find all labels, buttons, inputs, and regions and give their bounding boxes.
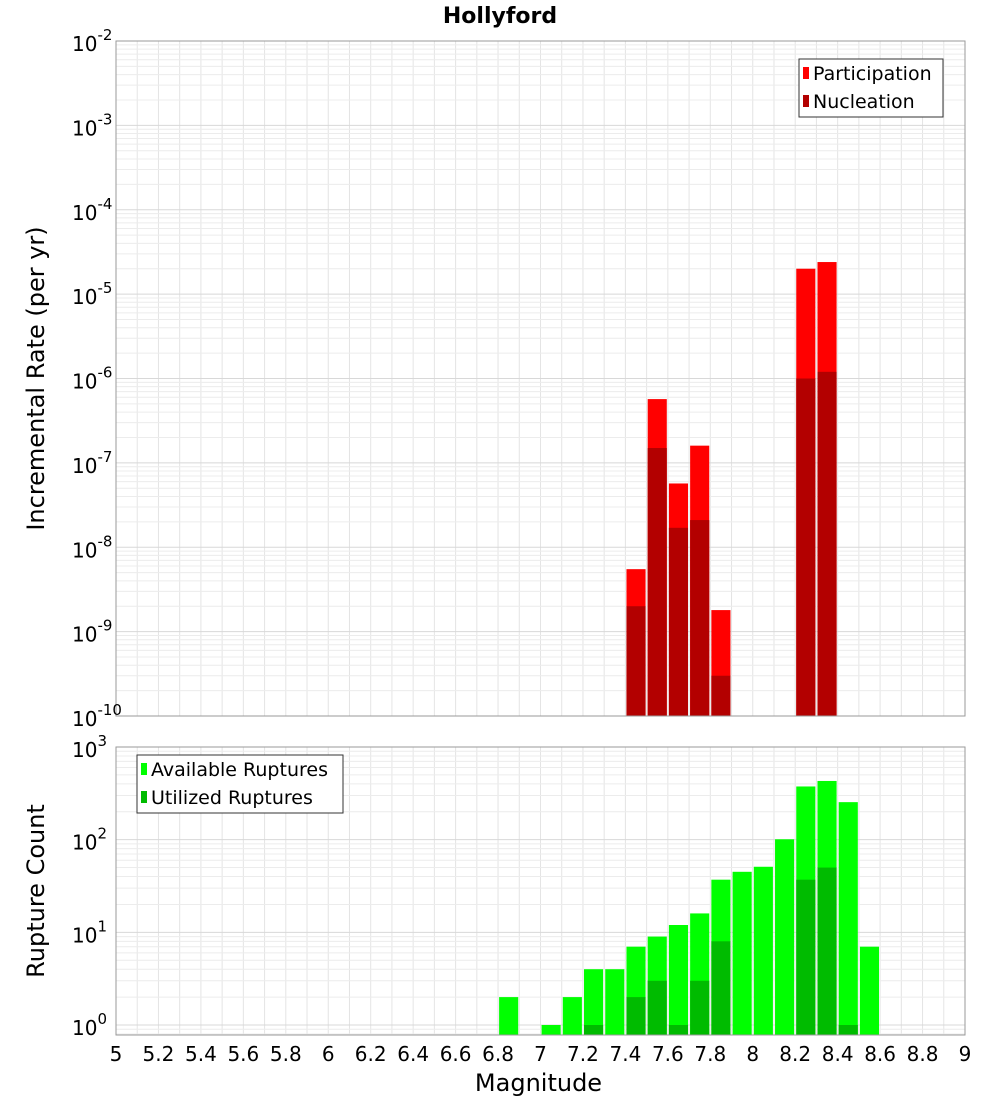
x-tick-label: 5.6	[227, 1042, 259, 1066]
bar	[838, 802, 858, 1035]
bar	[753, 866, 773, 1035]
x-tick-label: 5.8	[270, 1042, 302, 1066]
x-tick-label: 5.2	[143, 1042, 175, 1066]
bar	[668, 924, 689, 1035]
bar	[817, 867, 837, 1035]
legend-label: Available Ruptures	[151, 759, 328, 781]
legend: Available Ruptures Utilized Ruptures	[136, 754, 344, 814]
x-tick-label: 7.4	[609, 1042, 641, 1066]
y-tick-label: 10-3	[72, 110, 112, 140]
x-tick-label: 5.4	[185, 1042, 217, 1066]
plot-frame	[115, 40, 966, 717]
plot-frame	[115, 746, 966, 1036]
chart-panel-1: 10-10 10-9 10-8 10-7 10-6 10-5 10-4 10-3 10-2 Inc…	[22, 4, 966, 731]
x-tick-label: 5	[110, 1042, 123, 1066]
series-1	[499, 780, 880, 1035]
bar	[690, 980, 710, 1035]
bar	[605, 969, 625, 1035]
x-tick-label: 6	[322, 1042, 335, 1066]
bar	[584, 969, 604, 1035]
x-tick-label: 7	[534, 1042, 547, 1066]
x-tick-label: 7.8	[694, 1042, 726, 1066]
legend-swatch	[141, 791, 147, 803]
series-2	[626, 371, 837, 716]
series-2	[584, 867, 858, 1035]
bar	[796, 879, 816, 1035]
legend-box	[798, 58, 944, 118]
bar	[668, 1025, 689, 1035]
x-tick-label: 6.4	[397, 1042, 429, 1066]
bar	[732, 871, 752, 1035]
x-tick-label: 6.2	[355, 1042, 387, 1066]
y-tick-label: 10-7	[72, 448, 112, 478]
y-tick-label: 10-5	[72, 279, 112, 309]
x-tick-label: 8.2	[779, 1042, 811, 1066]
y-tick-label: 101	[72, 917, 107, 947]
bar	[626, 997, 646, 1035]
bar	[584, 1025, 604, 1035]
chart-title: Hollyford	[443, 4, 557, 29]
y-tick-label: 100	[72, 1010, 107, 1040]
legend-label: Nucleation	[813, 91, 915, 113]
legend-label: Participation	[813, 63, 932, 85]
x-tick-label: 7.6	[652, 1042, 684, 1066]
x-tick-label: 6.8	[482, 1042, 514, 1066]
y-tick-label: 10-4	[72, 195, 112, 225]
x-tick-label: 7.2	[567, 1042, 599, 1066]
legend-box	[136, 754, 344, 814]
bar	[690, 520, 710, 716]
x-tick-label: 8	[746, 1042, 759, 1066]
bar	[541, 1025, 561, 1035]
bar	[838, 1025, 858, 1035]
bar	[647, 448, 667, 716]
x-tick-label: 6.6	[440, 1042, 472, 1066]
bar	[796, 378, 816, 716]
x-tick-label: 8.8	[907, 1042, 939, 1066]
legend-swatch	[803, 67, 809, 79]
legend-label: Utilized Ruptures	[151, 787, 313, 809]
x-tick-label: 8.4	[822, 1042, 854, 1066]
y-axis-title: Incremental Rate (per yr)	[22, 226, 50, 530]
x-tick-label: 8.6	[864, 1042, 896, 1066]
y-tick-label: 10-10	[72, 701, 122, 731]
y-tick-label: 10-2	[72, 26, 112, 56]
y-tick-label: 103	[72, 732, 107, 762]
gridlines	[115, 41, 966, 717]
bar	[859, 946, 880, 1035]
bar	[711, 941, 731, 1035]
bar	[668, 527, 689, 716]
y-tick-label: 10-9	[72, 617, 112, 647]
bar	[647, 980, 667, 1035]
bar	[499, 997, 519, 1035]
y-tick-label: 10-8	[72, 532, 112, 562]
bar	[711, 675, 731, 716]
x-axis-title: Magnitude	[475, 1069, 602, 1097]
bar	[626, 606, 646, 716]
y-axis-title: Rupture Count	[22, 804, 50, 978]
bar	[562, 997, 582, 1035]
y-tick-label: 10-6	[72, 364, 112, 394]
x-tick-label: 9	[959, 1042, 972, 1066]
y-tick-label: 102	[72, 825, 107, 855]
bar	[817, 371, 837, 716]
legend-swatch	[803, 95, 809, 107]
legend: Participation Nucleation	[798, 58, 944, 118]
legend-swatch	[141, 763, 147, 775]
bar	[775, 839, 795, 1035]
